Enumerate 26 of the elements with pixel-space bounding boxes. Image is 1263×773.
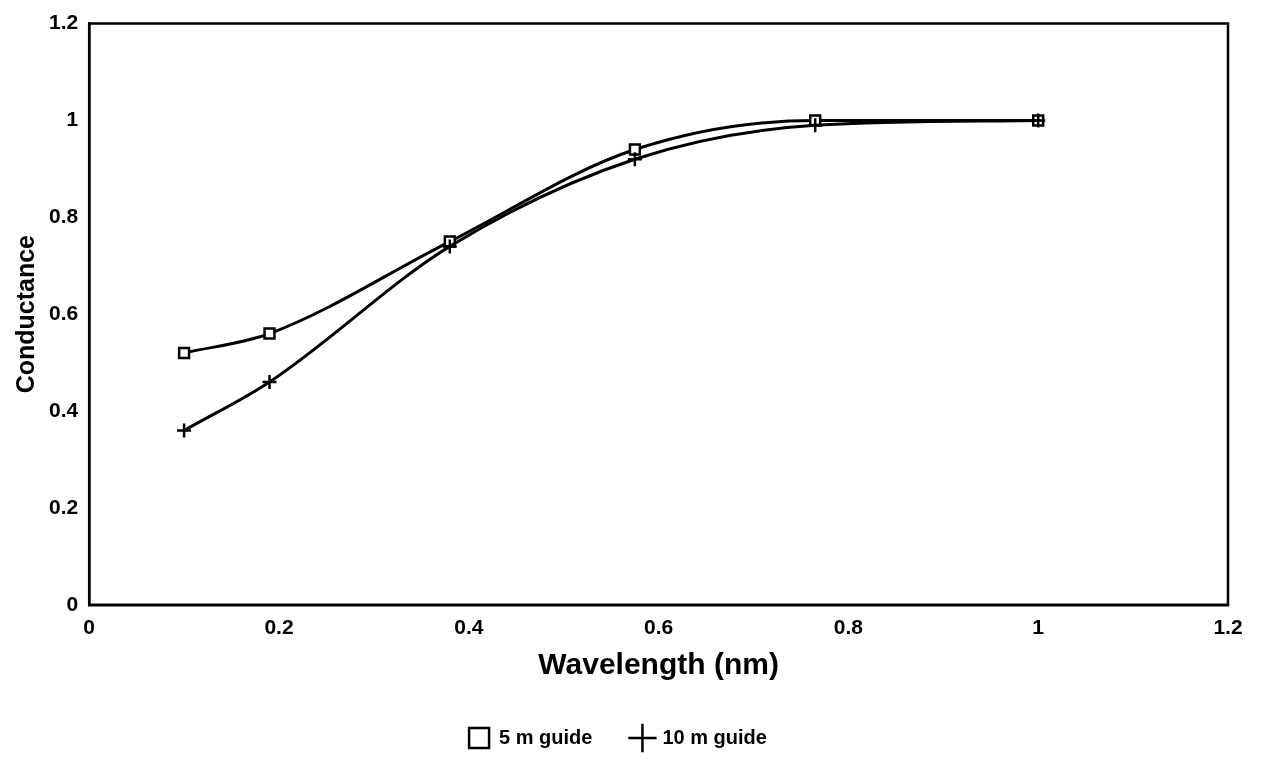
y-tick-label: 0	[66, 591, 79, 615]
y-axis-title: Conductance	[10, 234, 39, 394]
point	[628, 143, 642, 156]
y-tick-label: 0.8	[48, 204, 79, 228]
legend-label: 10 m guide	[662, 725, 767, 748]
point	[175, 422, 193, 439]
point	[261, 373, 278, 391]
x-tick-label: 0.8	[833, 615, 864, 639]
y-tick-label: 1.2	[48, 10, 79, 34]
point	[177, 346, 191, 360]
point	[806, 117, 824, 134]
y-tick-label: 0.6	[48, 301, 79, 324]
y-tick-label: 0.2	[48, 494, 79, 518]
x-tick-label: 1	[1032, 615, 1045, 639]
x-tick-label: 0.4	[454, 615, 484, 639]
y-tick-label: 1	[66, 107, 79, 131]
x-axis-title: Wavelength (nm)	[538, 647, 779, 681]
point	[263, 327, 276, 340]
x-tick-label: 0	[83, 615, 96, 639]
x-tick-label: 0.2	[264, 615, 294, 639]
y-tick-label: 0.4	[48, 397, 79, 421]
point	[626, 150, 644, 168]
x-tick-label: 0.6	[643, 615, 674, 639]
legend-label: 5 m guide	[499, 725, 593, 748]
x-tick-label: 1.2	[1213, 615, 1243, 639]
point	[441, 238, 459, 255]
